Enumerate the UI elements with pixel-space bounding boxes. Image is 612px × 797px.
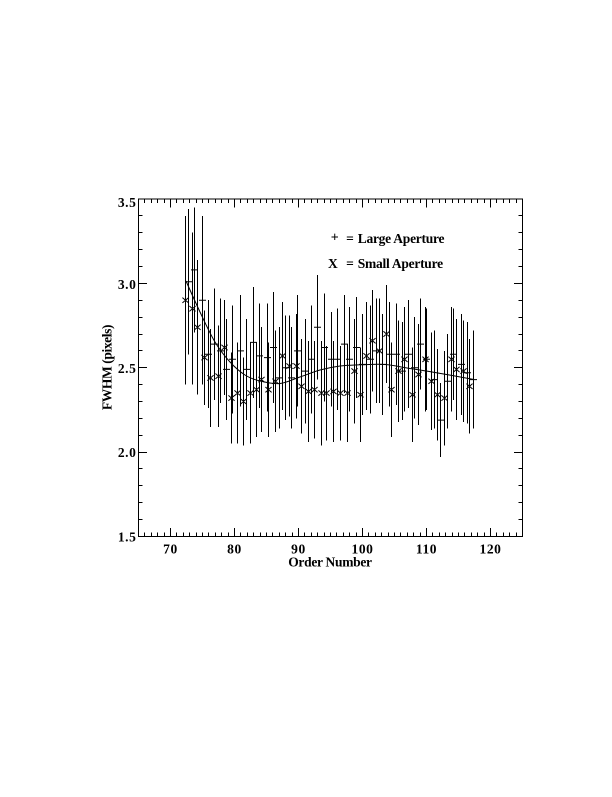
svg-text:3.0: 3.0 xyxy=(118,277,137,292)
svg-text:1.5: 1.5 xyxy=(118,530,137,545)
svg-text:Small Aperture: Small Aperture xyxy=(358,256,443,271)
svg-text:120: 120 xyxy=(479,542,501,557)
svg-text:+: + xyxy=(331,231,339,246)
svg-text:110: 110 xyxy=(416,542,437,557)
svg-text:90: 90 xyxy=(291,542,306,557)
svg-text:=: = xyxy=(346,231,354,246)
svg-text:80: 80 xyxy=(227,542,242,557)
svg-text:X: X xyxy=(328,256,338,271)
svg-text:2.0: 2.0 xyxy=(118,445,137,460)
svg-text:70: 70 xyxy=(163,542,178,557)
svg-text:FWHM (pixels): FWHM (pixels) xyxy=(100,325,115,410)
svg-text:Large Aperture: Large Aperture xyxy=(358,231,445,246)
svg-text:3.5: 3.5 xyxy=(118,195,137,210)
svg-text:Order Number: Order Number xyxy=(288,555,372,570)
svg-text:100: 100 xyxy=(351,542,373,557)
svg-text:2.5: 2.5 xyxy=(118,361,137,376)
svg-text:=: = xyxy=(346,256,354,271)
